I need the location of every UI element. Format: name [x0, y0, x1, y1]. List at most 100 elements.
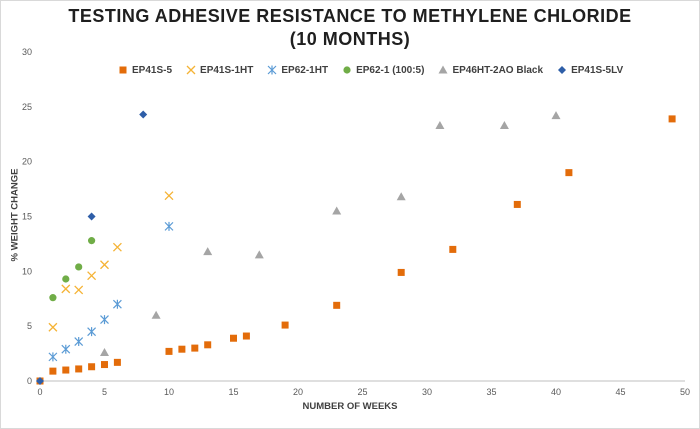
series-ep41s-5lv — [36, 110, 148, 385]
legend-label: EP41S-5 — [132, 64, 173, 76]
data-point — [48, 352, 58, 362]
data-point — [112, 299, 122, 309]
x-tick-label: 0 — [37, 387, 42, 397]
legend-marker-icon — [119, 66, 127, 74]
data-point — [61, 344, 71, 354]
data-point — [87, 327, 97, 337]
x-tick-label: 35 — [486, 387, 496, 397]
x-tick-label: 25 — [357, 387, 367, 397]
data-point — [332, 206, 342, 215]
x-tick-label: 5 — [102, 387, 107, 397]
legend-marker-icon — [186, 65, 196, 75]
x-tick-label: 45 — [615, 387, 625, 397]
data-point — [101, 361, 108, 369]
data-point — [74, 337, 84, 347]
data-point — [100, 347, 109, 356]
data-point — [75, 263, 83, 271]
data-point — [112, 242, 122, 252]
data-point — [396, 192, 406, 201]
data-point — [333, 301, 341, 309]
data-point — [165, 347, 173, 355]
data-point — [449, 245, 457, 253]
data-point — [204, 341, 212, 349]
y-tick-label: 25 — [22, 102, 32, 112]
data-point — [551, 111, 561, 120]
legend-marker — [343, 66, 351, 74]
data-point — [397, 268, 405, 276]
data-point — [62, 275, 70, 283]
x-axis-label: NUMBER OF WEEKS — [302, 401, 398, 412]
series-ep46ht-2ao-black — [100, 111, 561, 356]
legend-marker-icon — [438, 65, 448, 74]
y-tick-label: 20 — [22, 157, 32, 167]
y-tick-label: 15 — [22, 212, 32, 222]
legend-item: EP41S-5LV — [557, 65, 623, 76]
data-point — [100, 260, 109, 270]
data-point — [178, 345, 186, 353]
x-tick-label: 15 — [228, 387, 238, 397]
data-point — [191, 344, 199, 352]
legend-label: EP41S-1HT — [200, 64, 254, 76]
data-point — [88, 363, 96, 371]
series-ep62-1ht — [48, 221, 174, 362]
legend-marker — [438, 65, 448, 74]
data-point — [49, 367, 57, 375]
legend-marker — [186, 65, 196, 75]
data-point — [203, 247, 213, 256]
legend-label: EP41S-5LV — [571, 64, 624, 76]
legend-marker — [558, 66, 567, 74]
series-ep41s-1ht — [48, 191, 174, 332]
y-tick-label: 5 — [27, 321, 32, 331]
legend-marker-icon — [343, 66, 351, 74]
legend-item: EP62-1HT — [267, 65, 328, 76]
data-point — [499, 120, 509, 129]
chart-subtitle: (10 MONTHS) — [289, 29, 411, 49]
y-tick-label: 30 — [22, 47, 32, 57]
data-point — [75, 365, 83, 373]
legend-label: EP62-1HT — [281, 64, 329, 76]
data-point — [230, 334, 237, 342]
data-point — [87, 271, 97, 281]
x-tick-label: 20 — [293, 387, 303, 397]
x-tick-label: 10 — [164, 387, 174, 397]
data-point — [565, 169, 573, 177]
data-point — [668, 115, 676, 123]
data-point — [113, 358, 121, 366]
x-tick-label: 30 — [422, 387, 432, 397]
legend-label: EP46HT-2AO Black — [452, 64, 544, 76]
x-tick-label: 40 — [551, 387, 561, 397]
chart-legend: EP41S-5 EP41S-1HT EP62-1HT EP62-1 (100:5) EP… — [118, 63, 637, 77]
series-ep41s-5 — [36, 115, 676, 385]
legend-marker-icon — [558, 66, 567, 74]
data-point — [254, 250, 264, 259]
data-point — [74, 285, 84, 295]
data-point — [36, 377, 44, 385]
legend-item: EP41S-5 — [118, 65, 172, 76]
data-point — [139, 110, 148, 119]
data-point — [48, 322, 58, 332]
series-ep62-1-100-5 — [49, 237, 96, 302]
legend-label: EP62-1 (100:5) — [356, 64, 425, 76]
data-point — [49, 294, 57, 302]
x-tick-label: 50 — [680, 387, 690, 397]
legend-marker-icon — [267, 65, 277, 75]
legend-marker — [267, 65, 277, 75]
data-point — [513, 200, 521, 208]
data-point — [164, 191, 174, 201]
data-point — [62, 366, 70, 374]
data-point — [151, 310, 161, 319]
legend-marker — [119, 66, 127, 74]
data-point — [61, 284, 71, 294]
data-point — [435, 120, 445, 129]
data-point — [242, 332, 250, 340]
legend-item: EP46HT-2AO Black — [438, 65, 543, 76]
data-point — [88, 237, 96, 245]
data-point — [281, 321, 289, 329]
chart-title: TESTING ADHESIVE RESISTANCE TO METHYLENE… — [68, 6, 632, 26]
y-tick-label: 0 — [27, 376, 32, 386]
legend-item: EP62-1 (100:5) — [342, 65, 424, 76]
data-point — [87, 212, 96, 221]
data-point — [164, 221, 174, 231]
y-tick-label: 10 — [22, 266, 32, 276]
